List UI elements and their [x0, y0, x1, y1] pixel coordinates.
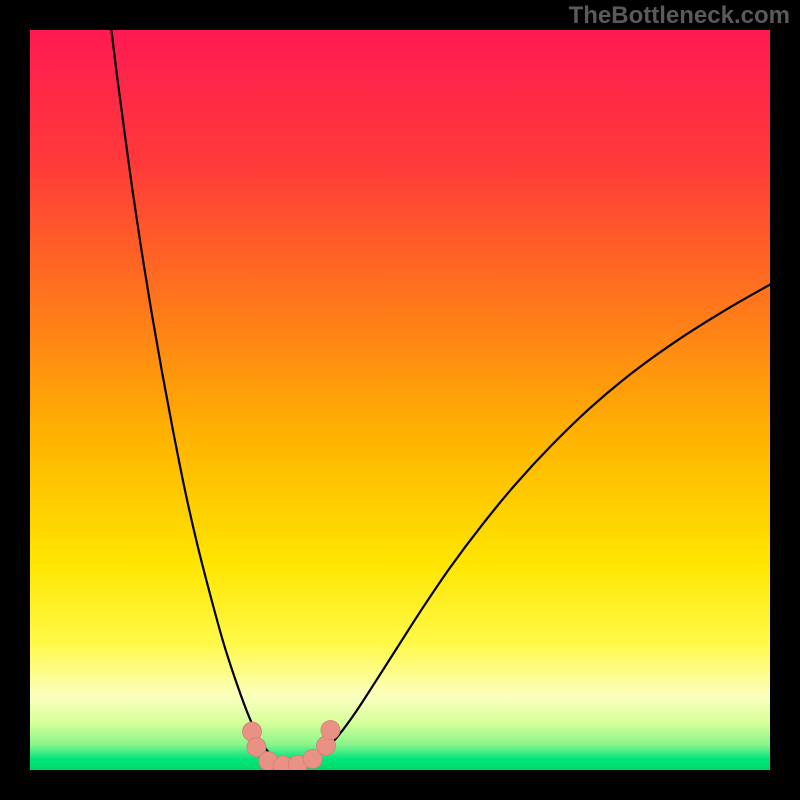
data-marker	[321, 721, 340, 740]
bottleneck-curve-chart	[0, 0, 800, 800]
plot-area	[30, 30, 770, 770]
chart-canvas: TheBottleneck.com	[0, 0, 800, 800]
watermark-text: TheBottleneck.com	[569, 2, 790, 30]
